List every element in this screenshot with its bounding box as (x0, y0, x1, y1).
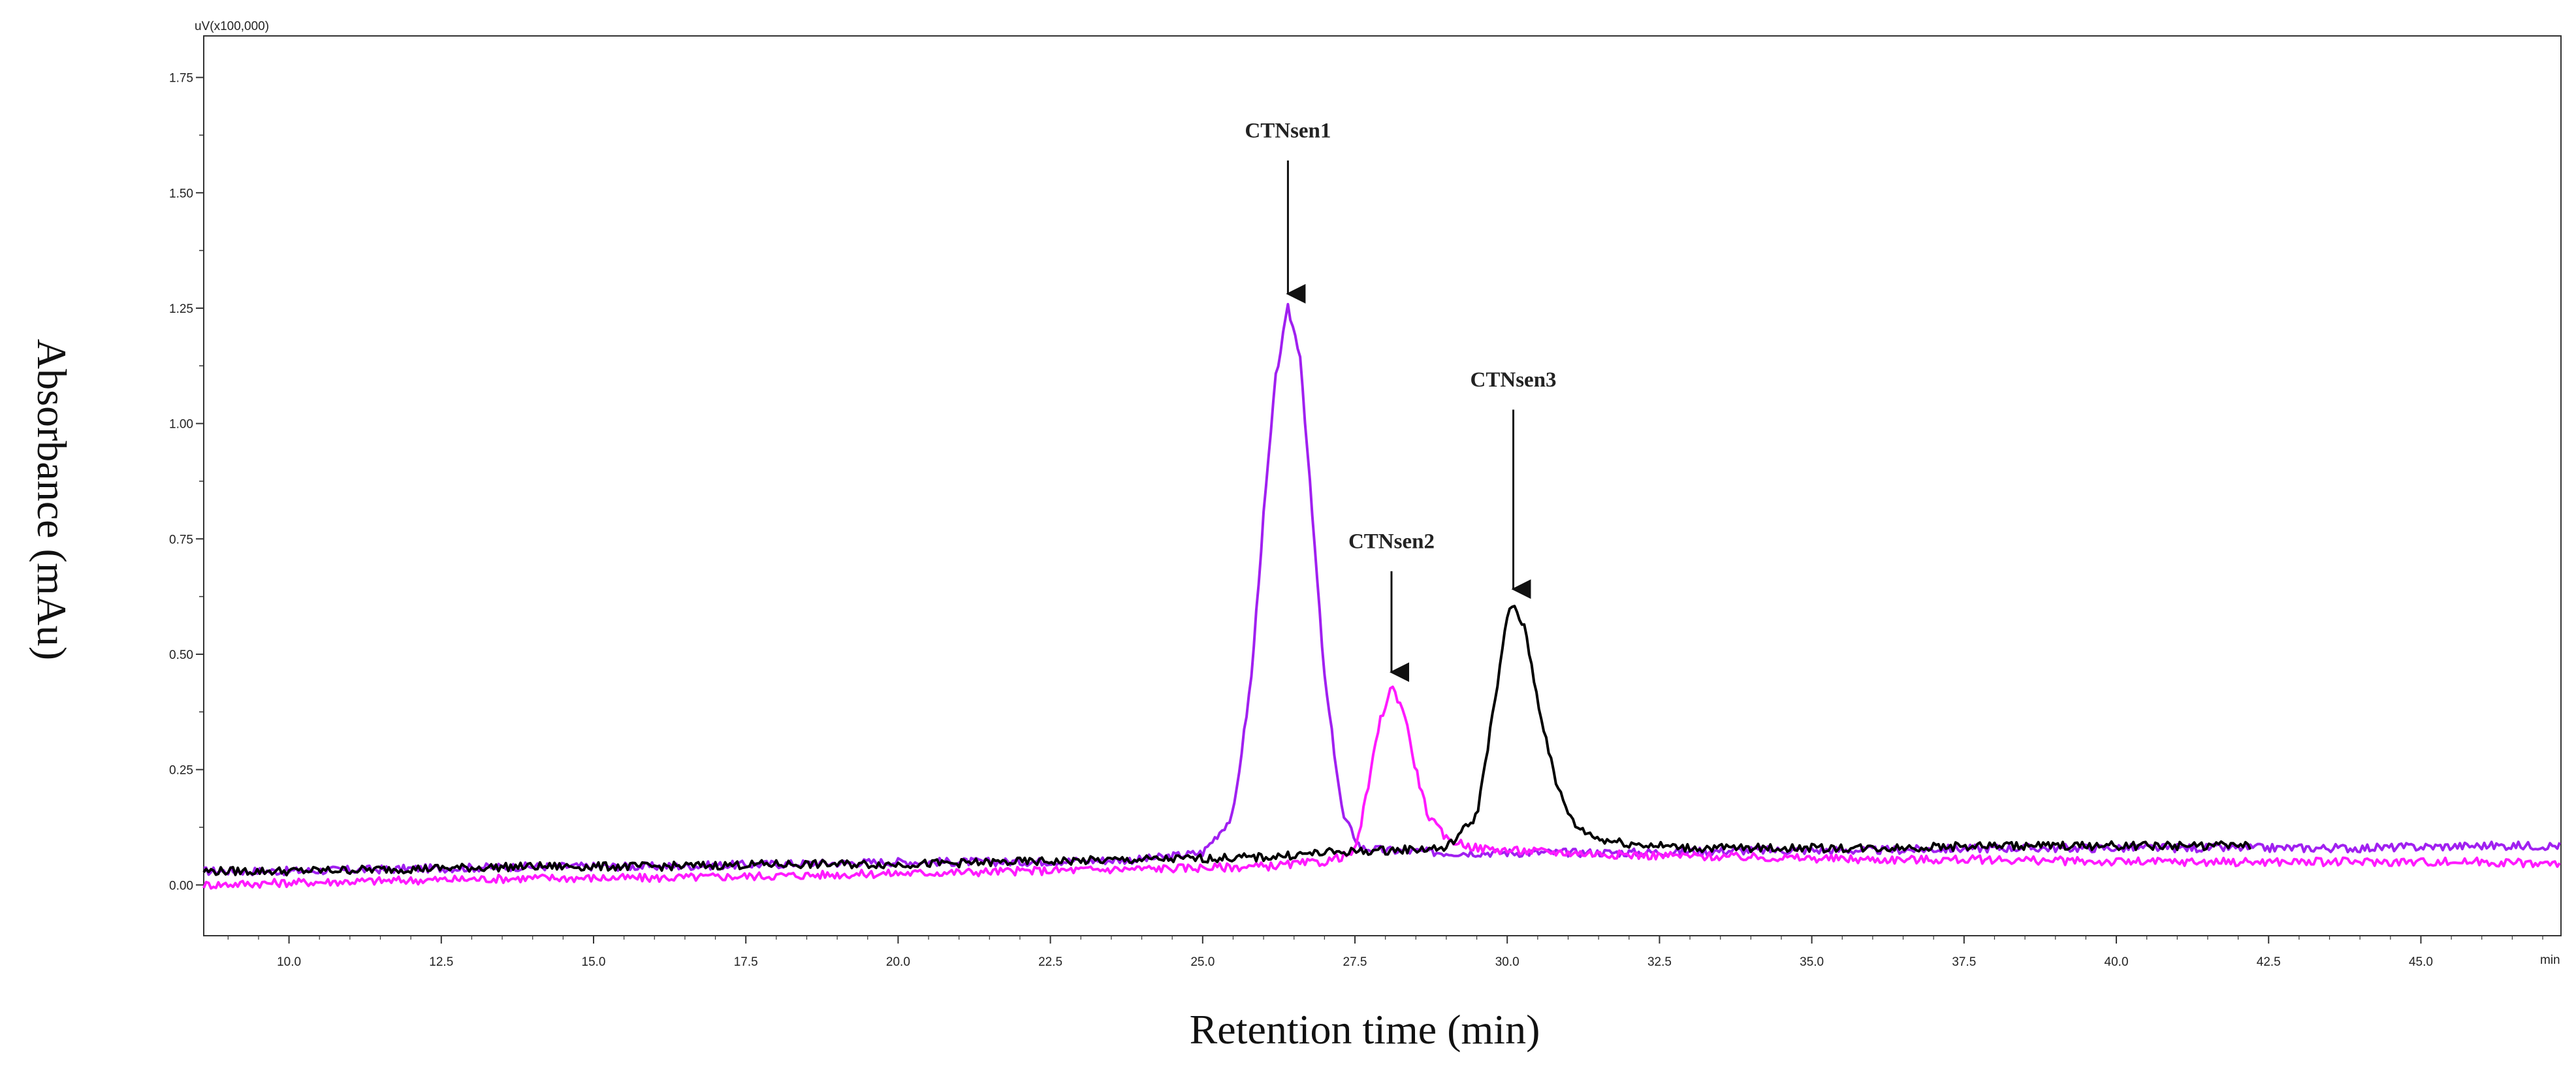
x-tick-label: 15.0 (582, 955, 606, 969)
x-tick-label: 40.0 (2105, 955, 2129, 969)
x-tick-label: 35.0 (1800, 955, 1824, 969)
y-tick-label: 0.00 (169, 879, 193, 893)
annotation-label-ctnsen3: CTNsen3 (1471, 368, 1557, 392)
series-layer (202, 302, 2561, 890)
x-tick-label: 37.5 (1952, 955, 1976, 969)
x-axis-title: Retention time (min) (1190, 1006, 1540, 1053)
y-tick-label: 0.50 (169, 648, 193, 662)
x-tick-label: 12.5 (429, 955, 453, 969)
annotation-layer: CTNsen1 CTNsen2 CTNsen3 (1245, 119, 1557, 682)
y-unit-label: uV(x100,000) (195, 20, 269, 33)
x-tick-label: 22.5 (1038, 955, 1062, 969)
y-tick-label: 1.00 (169, 418, 193, 432)
x-tick-label: 17.5 (734, 955, 758, 969)
x-tick-label: 27.5 (1343, 955, 1367, 969)
x-tick-label: 32.5 (1647, 955, 1672, 969)
y-tick-label: 1.75 (169, 72, 193, 86)
x-tick-label: 20.0 (886, 955, 910, 969)
y-tick-label: 0.25 (169, 764, 193, 778)
y-axis-ticks: 0.00 0.25 0.50 0.75 1.00 1.25 1.50 1.75 (169, 72, 204, 893)
x-axis-ticks: 10.0 12.5 15.0 17.5 20.0 22.5 25.0 27.5 30.0 32.5… (227, 936, 2543, 969)
annotation-label-ctnsen1: CTNsen1 (1245, 119, 1331, 142)
x-unit-label: min (2540, 953, 2560, 967)
x-tick-label: 25.0 (1190, 955, 1215, 969)
y-tick-label: 0.75 (169, 533, 193, 547)
x-tick-label: 45.0 (2409, 955, 2433, 969)
series-line-ctnsen1 (203, 302, 2561, 876)
y-axis-title: Absorbance (mAu) (29, 339, 75, 660)
annotation-label-ctnsen2: CTNsen2 (1348, 530, 1435, 553)
y-tick-label: 1.25 (169, 302, 193, 316)
x-tick-label: 42.5 (2257, 955, 2281, 969)
y-tick-label: 1.50 (169, 187, 193, 200)
x-tick-label: 30.0 (1495, 955, 1519, 969)
x-tick-label: 10.0 (277, 955, 301, 969)
series-line-ctnsen3 (202, 605, 2252, 877)
plot-frame (203, 35, 2562, 936)
series-line-ctnsen2 (202, 685, 2561, 890)
